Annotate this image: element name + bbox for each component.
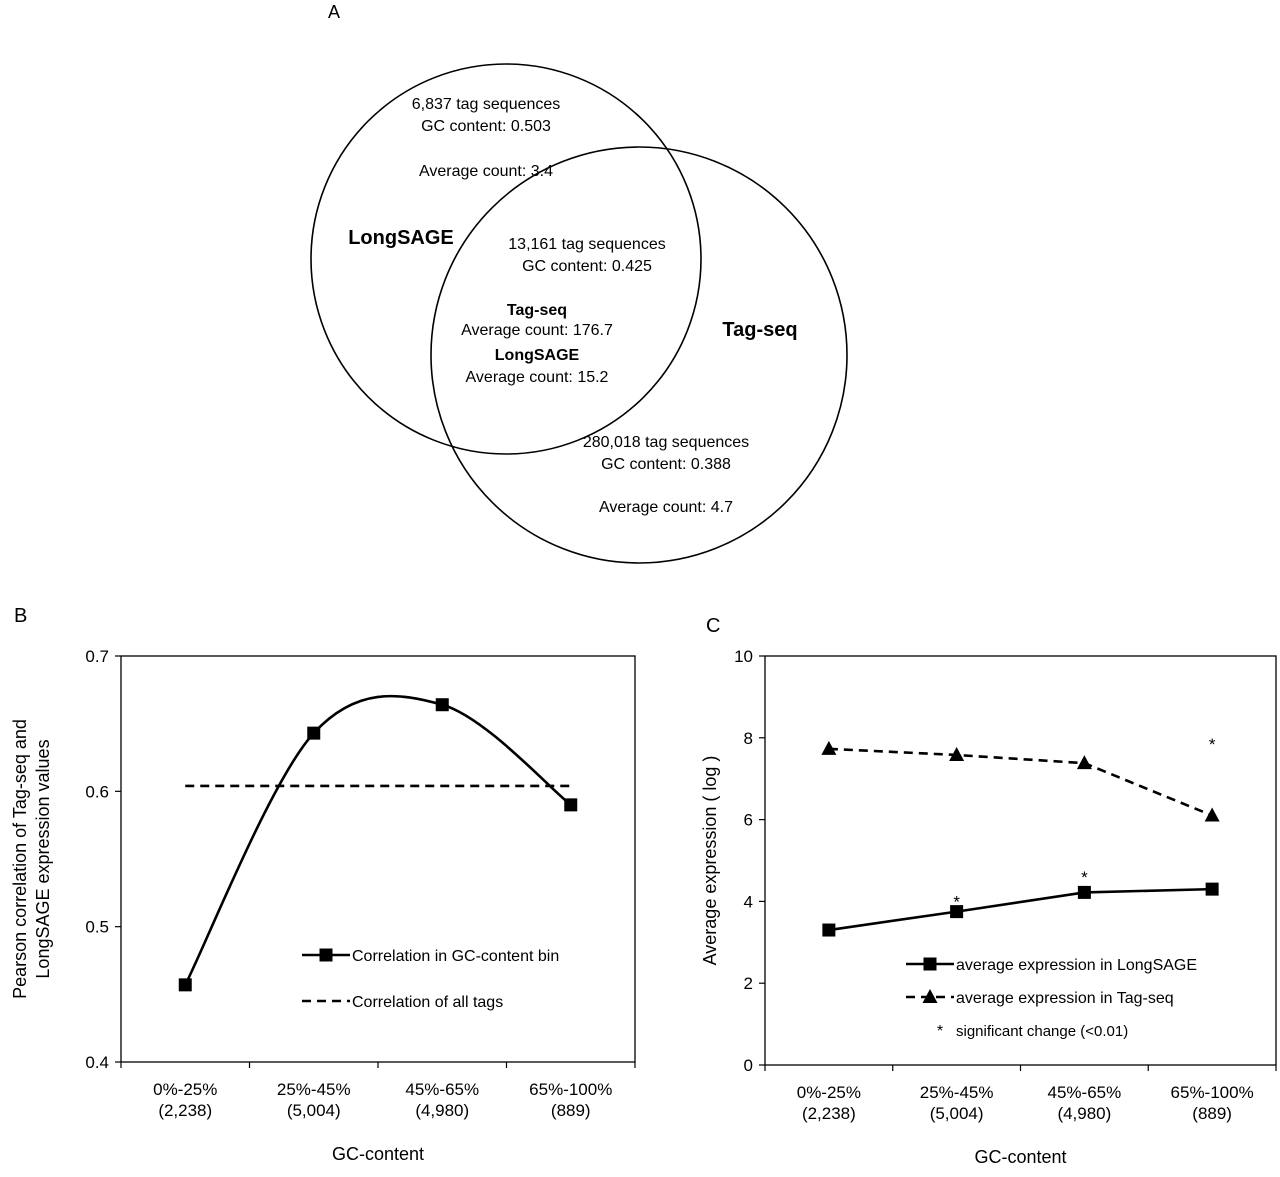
data-point bbox=[1204, 807, 1220, 822]
data-point bbox=[821, 740, 837, 755]
legend-marker bbox=[923, 957, 937, 971]
x-tick-label: (4,980) bbox=[1057, 1104, 1111, 1123]
longsage-circle bbox=[310, 63, 702, 455]
tagseq-circle bbox=[430, 146, 848, 564]
y-axis-title: Average expression ( log ) bbox=[700, 756, 720, 966]
chart-c: 0 2 4 6 8 10 0%-25% (2,238) 25%-45% (5,004) 45%-65… bbox=[700, 647, 1277, 1167]
y-tick-label: 0.5 bbox=[85, 918, 109, 937]
y-tick-label: 4 bbox=[744, 892, 753, 911]
data-point bbox=[178, 978, 192, 992]
longsage-only-avg: Average count: 3.4 bbox=[419, 163, 553, 180]
x-axis-title: GC-content bbox=[974, 1147, 1066, 1167]
x-tick-label: 45%-65% bbox=[405, 1080, 479, 1099]
x-tick-label: (889) bbox=[551, 1101, 591, 1120]
x-tick-label: 65%-100% bbox=[1171, 1083, 1254, 1102]
x-tick-label: (2,238) bbox=[158, 1101, 212, 1120]
venn-diagram: A LongSAGE Tag-seq 6,837 tag sequences G… bbox=[310, 2, 848, 564]
longsage-only-gc: GC content: 0.503 bbox=[421, 118, 551, 135]
x-tick-label: (5,004) bbox=[287, 1101, 341, 1120]
x-tick-label: 45%-65% bbox=[1048, 1083, 1122, 1102]
legend-label: Correlation of all tags bbox=[352, 994, 503, 1011]
longsage-only-tags: 6,837 tag sequences bbox=[412, 96, 561, 113]
tagseq-only-avg: Average count: 4.7 bbox=[599, 499, 733, 516]
overlap-tagseq-avg: Average count: 176.7 bbox=[461, 322, 613, 339]
y-tick-label: 6 bbox=[744, 811, 753, 830]
y-tick-label: 8 bbox=[744, 729, 753, 748]
legend-marker bbox=[922, 989, 938, 1003]
y-tick-label: 0.7 bbox=[85, 647, 109, 666]
series-line bbox=[828, 747, 1213, 817]
overlap-longsage-heading: LongSAGE bbox=[495, 347, 580, 364]
legend-label: significant change (<0.01) bbox=[956, 1023, 1128, 1040]
tagseq-only-gc: GC content: 0.388 bbox=[601, 456, 731, 473]
data-point bbox=[307, 726, 321, 740]
x-tick-label: 0%-25% bbox=[153, 1080, 217, 1099]
y-axis-title: Pearson correlation of Tag-seq and bbox=[10, 719, 30, 999]
data-point bbox=[822, 923, 836, 937]
y-tick-label: 0.6 bbox=[85, 782, 109, 801]
longsage-set-label: LongSAGE bbox=[348, 227, 454, 249]
overlap-tagseq-heading: Tag-seq bbox=[507, 302, 567, 319]
significance-marker: * bbox=[1209, 735, 1216, 754]
legend-marker bbox=[319, 948, 333, 962]
data-point bbox=[949, 746, 965, 761]
overlap-longsage-avg: Average count: 15.2 bbox=[466, 369, 609, 386]
x-tick-label: 65%-100% bbox=[529, 1080, 612, 1099]
legend-label: average expression in LongSAGE bbox=[956, 957, 1197, 974]
significance-marker: * bbox=[1081, 868, 1088, 887]
y-tick-label: 0.4 bbox=[85, 1053, 109, 1072]
x-tick-label: 0%-25% bbox=[797, 1083, 861, 1102]
x-tick-label: (5,004) bbox=[930, 1104, 984, 1123]
data-point bbox=[435, 698, 449, 712]
overlap-gc: GC content: 0.425 bbox=[522, 258, 652, 275]
x-tick-label: (889) bbox=[1192, 1104, 1232, 1123]
panel-a-label: A bbox=[328, 2, 340, 22]
series-line bbox=[184, 694, 572, 986]
data-point bbox=[564, 798, 578, 812]
chart-b: 0.4 0.5 0.6 0.7 0%-25% (2,238) 25%-45% (5,004) 4… bbox=[10, 647, 636, 1164]
data-point bbox=[1076, 755, 1092, 770]
legend-significance-marker: * bbox=[937, 1023, 943, 1040]
legend-label: average expression in Tag-seq bbox=[956, 990, 1174, 1007]
tagseq-only-tags: 280,018 tag sequences bbox=[583, 434, 749, 451]
series-line bbox=[828, 887, 1213, 932]
data-point bbox=[950, 905, 964, 919]
x-tick-label: 25%-45% bbox=[920, 1083, 994, 1102]
tagseq-set-label: Tag-seq bbox=[722, 319, 797, 341]
legend-label: Correlation in GC-content bin bbox=[352, 948, 559, 965]
significance-marker: * bbox=[953, 892, 960, 911]
y-axis-title: LongSAGE expression values bbox=[33, 739, 53, 978]
x-tick-label: (2,238) bbox=[802, 1104, 856, 1123]
x-tick-label: (4,980) bbox=[415, 1101, 469, 1120]
overlap-tags: 13,161 tag sequences bbox=[508, 236, 665, 253]
y-tick-label: 10 bbox=[734, 647, 753, 666]
x-tick-label: 25%-45% bbox=[277, 1080, 351, 1099]
panel-c-label: C bbox=[706, 615, 720, 637]
y-tick-label: 2 bbox=[744, 974, 753, 993]
x-axis-title: GC-content bbox=[332, 1144, 424, 1164]
panel-b-label: B bbox=[14, 605, 27, 627]
data-point bbox=[1205, 882, 1219, 896]
data-point bbox=[1077, 885, 1091, 899]
y-tick-label: 0 bbox=[744, 1056, 753, 1075]
